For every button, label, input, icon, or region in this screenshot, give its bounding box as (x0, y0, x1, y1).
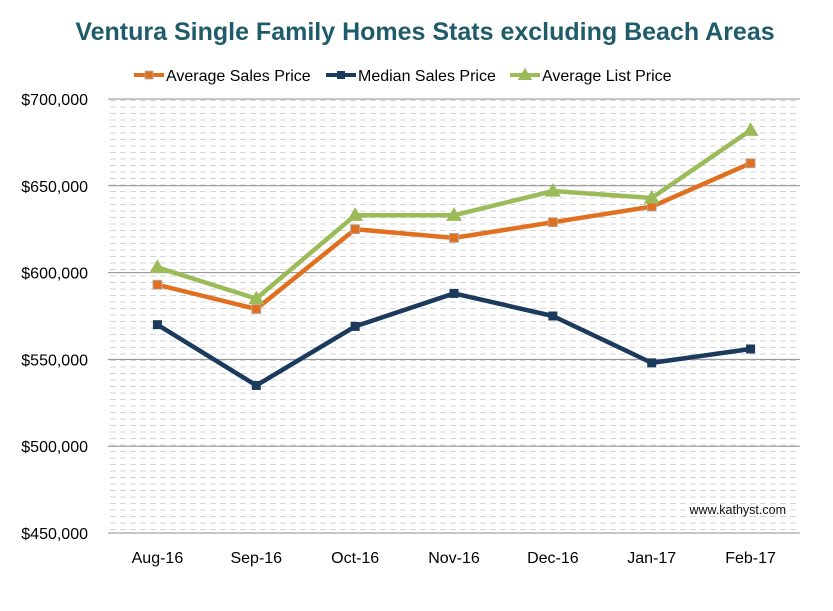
data-point (746, 344, 756, 354)
legend-entry: Average Sales Price (166, 68, 311, 85)
plot-area (108, 99, 800, 533)
y-tick-label: $650,000 (21, 179, 88, 196)
legend: Average Sales Price Median Sales Price Ave… (134, 67, 672, 85)
data-point (446, 207, 462, 221)
x-tick-label: Nov-16 (428, 550, 480, 567)
y-tick-label: $700,000 (21, 92, 88, 109)
data-point (449, 232, 459, 243)
series-layer (149, 122, 759, 390)
x-tick-label: Oct-16 (331, 550, 379, 567)
data-point (251, 304, 262, 314)
data-point (449, 288, 459, 298)
data-point (149, 259, 166, 273)
legend-marker (337, 71, 345, 79)
legend-marker (517, 67, 533, 81)
series-1 (152, 288, 756, 390)
data-point (745, 158, 756, 169)
data-point (152, 279, 163, 290)
y-tick-label: $550,000 (21, 352, 88, 369)
data-point (248, 290, 265, 305)
legend-entry: Average List Price (542, 68, 672, 85)
data-point (152, 320, 162, 330)
gridlines (108, 98, 800, 534)
data-point (643, 189, 660, 204)
chart-title: Ventura Single Family Homes Stats exclud… (75, 18, 774, 46)
data-point (547, 217, 558, 228)
x-tick-label: Dec-16 (527, 550, 579, 567)
data-point (251, 380, 261, 390)
x-tick-label: Jan-17 (627, 550, 676, 567)
legend-entry: Median Sales Price (358, 68, 496, 85)
y-axis-tick-labels: $450,000 $500,000 $550,000 $600,000 $650,000… (21, 92, 88, 543)
series-2 (149, 122, 759, 305)
data-point (548, 311, 558, 321)
data-point (647, 358, 657, 368)
data-point (742, 122, 759, 136)
series-0 (152, 158, 756, 314)
x-tick-label: Aug-16 (132, 550, 184, 567)
y-tick-label: $500,000 (21, 439, 88, 456)
data-point (350, 224, 361, 235)
x-axis-tick-labels: Aug-16 Sep-16 Oct-16 Nov-16 Dec-16 Jan-17 Feb-… (132, 550, 776, 567)
x-tick-label: Sep-16 (230, 550, 282, 567)
data-point (347, 207, 364, 221)
x-tick-label: Feb-17 (725, 550, 776, 567)
y-tick-label: $450,000 (21, 526, 88, 543)
data-point (350, 321, 360, 331)
watermark-annotation: www.kathyst.com (688, 503, 786, 517)
y-tick-label: $600,000 (21, 266, 88, 283)
legend-marker (144, 70, 154, 80)
data-point (544, 183, 561, 197)
